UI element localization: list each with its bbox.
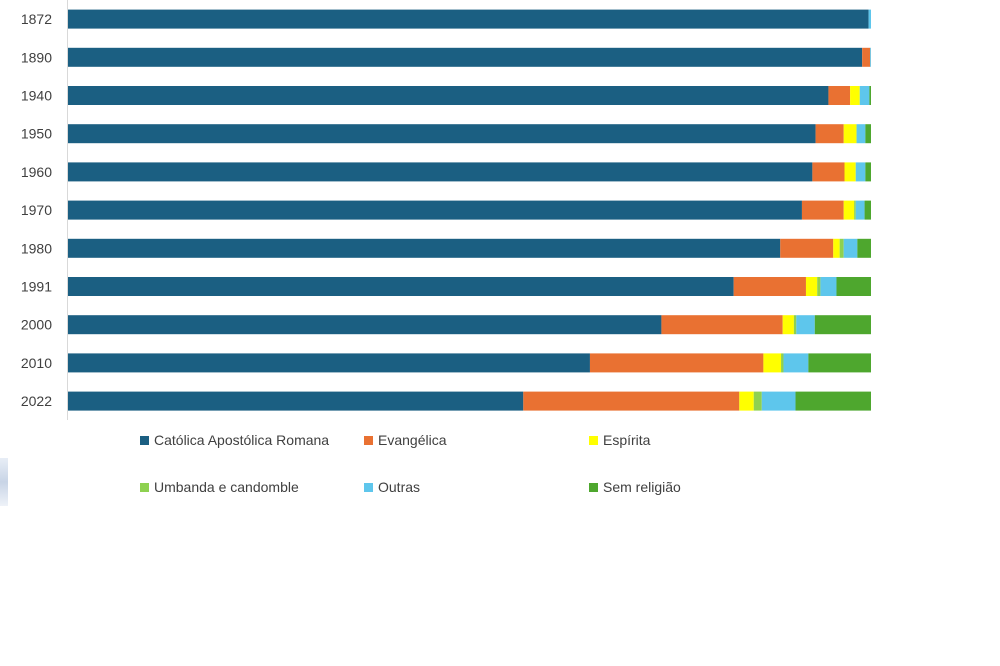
legend: Católica Apostólica Romana Evangélica Es…	[140, 432, 760, 512]
tick-label-1872: 1872	[21, 11, 52, 27]
tick-label-1890: 1890	[21, 49, 52, 65]
bar-1980-espirita	[833, 238, 840, 258]
bar-2022-espirita	[739, 391, 754, 411]
bar-1950-sem-religiao	[865, 124, 871, 144]
bar-2022-catolica-apostolica-romana	[68, 391, 524, 411]
bar-2022-sem-religiao	[795, 391, 871, 411]
tick-label-1970: 1970	[21, 202, 52, 218]
legend-swatch-umbanda	[140, 482, 149, 492]
bar-1980-sem-religiao	[857, 238, 871, 258]
legend-swatch-outras	[364, 482, 373, 492]
bar-1970-umbanda-e-candomble	[854, 200, 856, 220]
bar-1872-catolica-apostolica-romana	[68, 9, 869, 29]
bar-1991-outras	[820, 277, 837, 296]
legend-item-umbanda: Umbanda e candomble	[140, 479, 299, 495]
legend-item-evangelica: Evangélica	[364, 432, 447, 448]
bar-1940-outras	[859, 86, 870, 105]
bar-1970-evangelica	[801, 200, 844, 220]
bar-1991-evangelica	[733, 277, 806, 296]
bar-1872-outras	[868, 9, 871, 29]
religion-stacked-bar-chart: 1872 1890 1940 1950 1960 1970 1980 1991 2000 2010…	[21, 0, 871, 420]
bar-1950-evangelica	[815, 124, 844, 144]
bar-1940-catolica-apostolica-romana	[68, 86, 829, 105]
legend-swatch-sem-religiao	[589, 482, 598, 492]
bar-2010-outras	[783, 353, 809, 373]
bar-1950-espirita	[843, 124, 857, 144]
bar-1950-catolica-apostolica-romana	[68, 124, 816, 144]
bar-2022-umbanda-e-candomble	[753, 391, 762, 411]
bar-1991-catolica-apostolica-romana	[68, 277, 734, 296]
bar-2010-evangelica	[589, 353, 764, 373]
bar-2010-catolica-apostolica-romana	[68, 353, 590, 373]
bar-1980-evangelica	[780, 238, 834, 258]
bar-1970-espirita	[843, 200, 855, 220]
legend-item-espirita: Espírita	[589, 432, 650, 448]
legend-item-outras: Outras	[364, 479, 420, 495]
tick-label-2010: 2010	[21, 355, 52, 371]
bar-2000-sem-religiao	[814, 315, 871, 335]
tick-label-1950: 1950	[21, 126, 52, 142]
bar-1950-outras	[856, 124, 866, 144]
tick-label-1980: 1980	[21, 240, 52, 256]
legend-label-outras: Outras	[378, 479, 421, 495]
bar-1960-sem-religiao	[865, 162, 871, 182]
bar-2010-umbanda-e-candomble	[781, 353, 784, 373]
legend-swatch-evangelica	[364, 435, 373, 445]
bar-1970-outras	[855, 200, 865, 220]
bar-1970-sem-religiao	[864, 200, 871, 220]
bar-2000-catolica-apostolica-romana	[68, 315, 662, 335]
bars-group	[68, 9, 871, 411]
bar-1980-umbanda-e-candomble	[839, 238, 844, 258]
bar-2000-espirita	[782, 315, 794, 335]
bar-1991-espirita	[805, 277, 818, 296]
legend-label-sem-religiao: Sem religião	[603, 479, 681, 495]
tick-label-1991: 1991	[21, 279, 52, 295]
bar-1890-evangelica	[862, 47, 871, 67]
bar-1890-catolica-apostolica-romana	[68, 47, 863, 67]
bar-2022-evangelica	[523, 391, 740, 411]
bar-1940-sem-religiao	[869, 86, 871, 105]
legend-label-catolica: Católica Apostólica Romana	[154, 432, 330, 448]
bar-1991-sem-religiao	[836, 277, 871, 296]
bar-1940-espirita	[850, 86, 860, 105]
legend-label-evangelica: Evangélica	[378, 432, 447, 448]
bar-2000-umbanda-e-candomble	[793, 315, 797, 335]
legend-item-sem-religiao: Sem religião	[589, 479, 681, 495]
bar-1960-outras	[855, 162, 866, 182]
bar-1960-espirita	[844, 162, 856, 182]
bar-2000-outras	[796, 315, 815, 335]
bar-1980-catolica-apostolica-romana	[68, 238, 781, 258]
bar-1960-catolica-apostolica-romana	[68, 162, 813, 182]
bar-1970-catolica-apostolica-romana	[68, 200, 802, 220]
bar-1890-outras	[870, 47, 871, 67]
legend-item-catolica: Católica Apostólica Romana	[140, 432, 329, 448]
tick-label-2000: 2000	[21, 317, 52, 333]
tick-label-1960: 1960	[21, 164, 52, 180]
category-tick-labels: 1872 1890 1940 1950 1960 1970 1980 1991 2000 2010…	[21, 11, 52, 409]
legend-label-espirita: Espírita	[603, 432, 651, 448]
bar-2010-sem-religiao	[808, 353, 871, 373]
bar-1940-evangelica	[828, 86, 851, 105]
tick-label-1940: 1940	[21, 88, 52, 104]
bar-2000-evangelica	[661, 315, 783, 335]
decorative-edge-image	[0, 458, 8, 506]
bar-1960-evangelica	[812, 162, 845, 182]
tick-label-2022: 2022	[21, 393, 52, 409]
legend-swatch-espirita	[589, 435, 598, 445]
bar-1991-umbanda-e-candomble	[817, 277, 821, 296]
legend-swatch-catolica	[140, 435, 149, 445]
bar-2022-outras	[761, 391, 796, 411]
bar-2010-espirita	[763, 353, 782, 373]
legend-label-umbanda: Umbanda e candomble	[154, 479, 299, 495]
bar-1980-outras	[843, 238, 858, 258]
